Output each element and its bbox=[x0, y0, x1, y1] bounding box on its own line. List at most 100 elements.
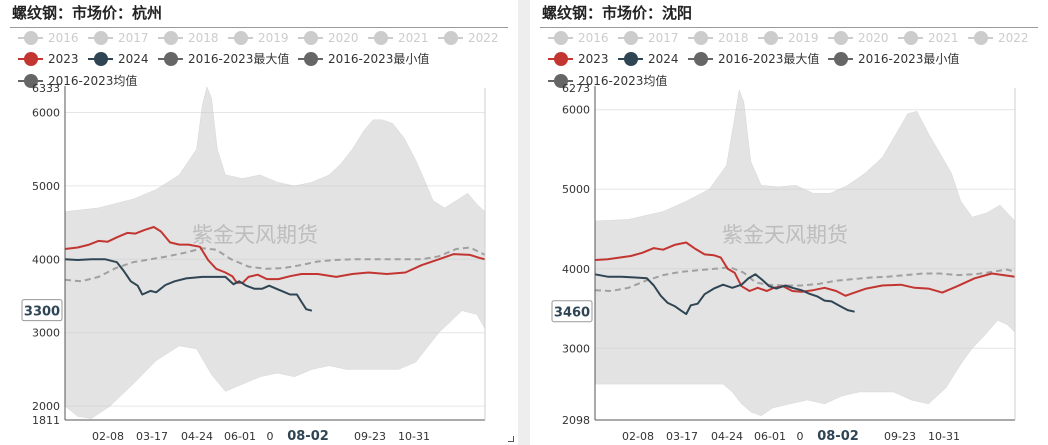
legend-label: 2024 bbox=[118, 52, 149, 66]
current-value-label: 3300 bbox=[24, 305, 60, 320]
legend-label: 2023 bbox=[578, 52, 609, 66]
resize-handle-icon[interactable] bbox=[508, 436, 514, 442]
legend-dot bbox=[304, 52, 318, 66]
legend-label: 2016-2023最大值 bbox=[188, 52, 290, 66]
series-line-min bbox=[64, 310, 486, 419]
y-max-label: 6333 bbox=[32, 82, 60, 95]
y-tick-label: 6000 bbox=[32, 106, 60, 119]
x-tick-label: 09-23 bbox=[884, 430, 916, 443]
legend-label: 2022 bbox=[998, 31, 1029, 45]
legend-dot bbox=[694, 52, 708, 66]
legend-label: 2018 bbox=[188, 31, 219, 45]
legend-dot bbox=[164, 31, 178, 45]
x-tick-label: 04-24 bbox=[711, 430, 743, 443]
x-tick-label: 0 bbox=[797, 430, 804, 443]
line-chart: 紫金天风期货 6000 5000 4000 3000 6273 2098 02-08 03-17… bbox=[551, 82, 1016, 444]
legend-dot bbox=[834, 31, 848, 45]
x-tick-label: 0 bbox=[267, 430, 274, 443]
watermark: 紫金天风期货 bbox=[192, 223, 318, 247]
legend-label: 2016-2023最大值 bbox=[718, 52, 820, 66]
legend-dot bbox=[94, 31, 108, 45]
current-value-badge bbox=[21, 299, 63, 322]
series-line-max bbox=[64, 86, 486, 212]
legend-dot bbox=[24, 74, 38, 88]
line-chart: 紫金天风期货 6000 5000 4000 3000 2000 6333 1811 02-08 0… bbox=[21, 82, 486, 444]
x-pointer-label: 08-02 bbox=[287, 429, 329, 444]
current-value-label: 3460 bbox=[554, 306, 590, 321]
legend-dot bbox=[554, 52, 568, 66]
x-tick-label: 06-01 bbox=[224, 430, 256, 443]
legend-label: 2020 bbox=[858, 31, 889, 45]
legend-dot bbox=[24, 31, 38, 45]
chart-legend: 2016 2017 2018 2019 2020 2021 2022 2023 2024 2016… bbox=[0, 0, 518, 100]
y-min-label: 2098 bbox=[562, 414, 590, 427]
legend-label: 2023 bbox=[48, 52, 79, 66]
legend-label: 2016 bbox=[578, 31, 609, 45]
series-line-min bbox=[595, 320, 1016, 417]
y-tick-label: 3000 bbox=[32, 327, 60, 340]
legend-dot bbox=[694, 31, 708, 45]
legend-dot bbox=[234, 31, 248, 45]
legend-dot bbox=[94, 52, 108, 66]
x-tick-label: 03-17 bbox=[666, 430, 698, 443]
y-tick-label: 3000 bbox=[562, 342, 590, 355]
legend-dot bbox=[444, 31, 458, 45]
y-min-label: 1811 bbox=[32, 414, 60, 427]
chart-title: 螺纹钢：市场价：杭州 bbox=[12, 4, 163, 22]
legend-label: 2016-2023均值 bbox=[578, 74, 668, 88]
series-line-2024 bbox=[594, 273, 855, 316]
title-divider bbox=[540, 27, 1038, 28]
chart-title: 螺纹钢：市场价：沈阳 bbox=[542, 4, 693, 22]
series-line-avg bbox=[594, 266, 1016, 293]
panel-divider bbox=[518, 0, 530, 445]
legend-dot bbox=[624, 31, 638, 45]
legend-label: 2016-2023最小值 bbox=[328, 52, 430, 66]
x-tick-label: 09-23 bbox=[354, 430, 386, 443]
legend-label: 2016-2023最小值 bbox=[858, 52, 960, 66]
x-tick-label: 04-24 bbox=[181, 430, 213, 443]
series-line-max bbox=[594, 88, 1016, 222]
x-tick-label: 02-08 bbox=[622, 430, 654, 443]
legend-label: 2017 bbox=[118, 31, 149, 45]
legend-label: 2018 bbox=[718, 31, 749, 45]
legend-label: 2019 bbox=[788, 31, 819, 45]
legend-dot bbox=[834, 52, 848, 66]
x-tick-label: 06-01 bbox=[754, 430, 786, 443]
x-tick-label: 03-17 bbox=[136, 430, 168, 443]
series-line-2024 bbox=[64, 258, 313, 312]
chart-panel-shenyang: 螺纹钢：市场价：沈阳 2016 2017 2018 2019 2020 2021 2022 2… bbox=[530, 0, 1048, 445]
y-tick-label: 4000 bbox=[562, 263, 590, 276]
series-line-avg bbox=[64, 246, 486, 283]
legend-label: 2022 bbox=[468, 31, 499, 45]
legend-label: 2019 bbox=[258, 31, 289, 45]
x-tick-label: 10-31 bbox=[928, 430, 960, 443]
legend-label: 2020 bbox=[328, 31, 359, 45]
legend-label: 2021 bbox=[928, 31, 959, 45]
legend-dot bbox=[554, 74, 568, 88]
x-tick-label: 02-08 bbox=[92, 430, 124, 443]
legend-dot bbox=[24, 52, 38, 66]
legend-dot bbox=[624, 52, 638, 66]
legend-dot bbox=[904, 31, 918, 45]
legend-label: 2016 bbox=[48, 31, 79, 45]
y-tick-label: 5000 bbox=[562, 183, 590, 196]
legend-dot bbox=[374, 31, 388, 45]
legend-label: 2017 bbox=[648, 31, 679, 45]
range-band bbox=[65, 86, 485, 419]
legend-dot bbox=[304, 31, 318, 45]
range-band bbox=[595, 89, 1015, 416]
y-tick-label: 4000 bbox=[32, 253, 60, 266]
current-value-badge bbox=[551, 300, 593, 323]
chart-legend: 2016 2017 2018 2019 2020 2021 2022 2023 2024 2016… bbox=[530, 0, 1048, 100]
watermark: 紫金天风期货 bbox=[722, 223, 848, 247]
legend-dot bbox=[164, 52, 178, 66]
legend-dot bbox=[554, 31, 568, 45]
x-tick-label: 10-31 bbox=[398, 430, 430, 443]
legend-label: 2024 bbox=[648, 52, 679, 66]
y-tick-label: 5000 bbox=[32, 180, 60, 193]
legend-label: 2016-2023均值 bbox=[48, 74, 138, 88]
legend-dot bbox=[974, 31, 988, 45]
legend-label: 2021 bbox=[398, 31, 429, 45]
title-divider bbox=[10, 27, 508, 28]
y-tick-label: 2000 bbox=[32, 400, 60, 413]
